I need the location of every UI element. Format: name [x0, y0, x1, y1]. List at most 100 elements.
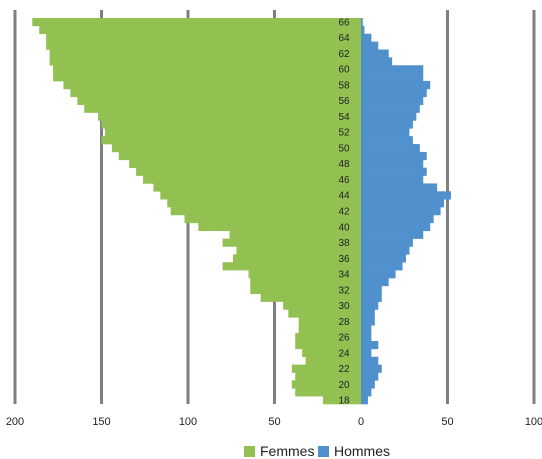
bar-hommes [361, 317, 375, 326]
legend-label-femmes: Femmes [260, 443, 314, 459]
bar-femmes [248, 270, 361, 279]
bar-femmes [170, 207, 361, 216]
bar-hommes [361, 199, 445, 208]
age-tick-label: 58 [338, 80, 350, 91]
bar-femmes [49, 49, 361, 58]
bar-hommes [361, 120, 413, 129]
bar-hommes [361, 167, 427, 176]
age-tick-label: 62 [338, 49, 350, 60]
age-tick-label: 22 [338, 364, 350, 375]
bar-femmes [295, 372, 361, 381]
bar-hommes [361, 340, 379, 350]
bar-femmes [250, 277, 361, 287]
bar-femmes [288, 309, 361, 318]
bar-hommes [361, 293, 382, 302]
bar-hommes [361, 388, 372, 397]
x-tick-label: 200 [6, 416, 24, 428]
age-tick-label: 30 [338, 301, 350, 312]
bar-hommes [361, 301, 379, 310]
bar-hommes [361, 136, 413, 145]
bar-femmes [198, 222, 361, 231]
bar-hommes [361, 57, 393, 66]
bar-femmes [32, 18, 362, 27]
femmes-series [32, 18, 362, 405]
x-tick-label: 100 [179, 416, 197, 428]
bar-femmes [84, 104, 361, 113]
bar-hommes [361, 81, 431, 90]
bar-hommes [361, 159, 424, 168]
bar-hommes [361, 18, 363, 27]
age-tick-label: 34 [338, 270, 350, 281]
bar-hommes [361, 49, 389, 58]
bar-femmes [229, 230, 361, 239]
bar-femmes [101, 136, 361, 145]
bar-femmes [53, 65, 362, 74]
bar-femmes [291, 364, 361, 373]
age-tick-label: 66 [338, 17, 350, 28]
bar-femmes [111, 144, 361, 153]
bar-femmes [260, 293, 361, 302]
bar-femmes [160, 191, 361, 200]
age-tick-label: 18 [338, 396, 350, 407]
bar-femmes [295, 340, 361, 350]
bar-hommes [361, 112, 417, 121]
bar-hommes [361, 88, 427, 98]
bar-femmes [283, 301, 361, 310]
bar-hommes [361, 309, 375, 318]
bar-hommes [361, 246, 410, 255]
age-tick-label: 48 [338, 159, 350, 170]
bar-femmes [184, 214, 361, 224]
bar-hommes [361, 222, 431, 231]
bar-hommes [361, 65, 424, 74]
bar-femmes [298, 325, 361, 334]
x-tick-label: 50 [268, 416, 280, 428]
age-tick-label: 44 [338, 191, 350, 202]
bar-femmes [70, 88, 362, 98]
bar-hommes [361, 151, 427, 161]
bar-hommes [361, 207, 441, 216]
bar-femmes [63, 81, 361, 90]
bar-femmes [143, 175, 361, 184]
bar-hommes [361, 41, 379, 50]
age-tick-label: 50 [338, 143, 350, 154]
bar-femmes [236, 246, 361, 255]
bar-hommes [361, 96, 424, 105]
bar-hommes [361, 33, 372, 42]
bar-femmes [101, 120, 361, 129]
bar-hommes [361, 364, 382, 373]
bar-femmes [291, 380, 361, 389]
hommes-series [361, 18, 451, 405]
bar-femmes [53, 73, 362, 82]
bar-hommes [361, 380, 375, 389]
age-axis: 18 20 22 24 26 28 30 32 34 36 38 40 42 44 46 48 50 52 54 56… [338, 17, 350, 406]
x-tick-label: 150 [92, 416, 110, 428]
bar-hommes [361, 73, 424, 82]
bar-hommes [361, 25, 365, 35]
bar-femmes [104, 128, 362, 137]
age-tick-label: 52 [338, 128, 350, 139]
bar-femmes [39, 25, 361, 35]
age-tick-label: 32 [338, 285, 350, 296]
age-tick-label: 54 [338, 112, 350, 123]
bar-femmes [302, 348, 361, 358]
legend-label-hommes: Hommes [334, 443, 390, 459]
bar-hommes [361, 144, 420, 153]
bar-hommes [361, 191, 451, 200]
legend: Femmes Hommes [244, 443, 390, 459]
bar-femmes [46, 33, 361, 42]
bar-femmes [98, 112, 361, 121]
bar-hommes [361, 333, 372, 342]
bar-femmes [46, 41, 361, 50]
x-tick-label: 50 [441, 416, 453, 428]
bar-hommes [361, 214, 434, 224]
bar-hommes [361, 128, 410, 137]
bar-hommes [361, 262, 403, 271]
bar-femmes [222, 262, 361, 271]
age-tick-label: 26 [338, 333, 350, 344]
bar-femmes [232, 254, 361, 263]
bar-femmes [153, 183, 361, 192]
bar-femmes [322, 396, 361, 405]
bar-femmes [295, 388, 361, 397]
bar-femmes [77, 96, 361, 105]
